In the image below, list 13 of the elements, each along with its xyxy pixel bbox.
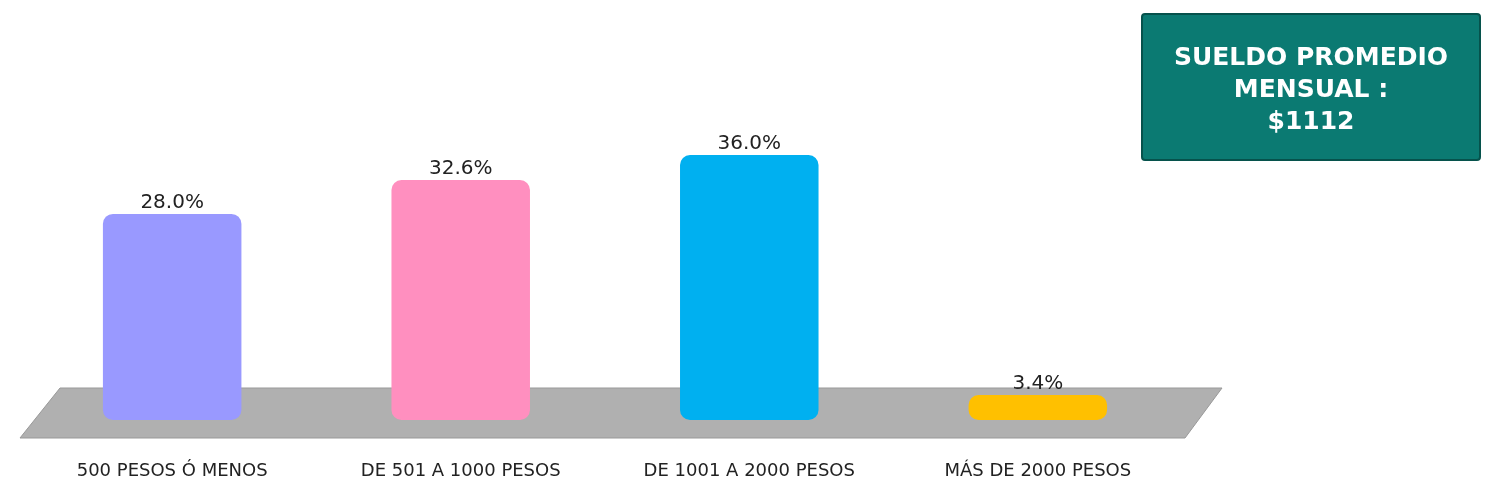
data-label: 3.4% — [1012, 369, 1064, 394]
data-label: 28.0% — [140, 188, 204, 213]
text: SUELDO PROMEDIO MENSUAL : $1112 — [1173, 42, 1449, 135]
x-tick-label: DE 501 A 1000 PESOS — [360, 459, 561, 480]
bar — [391, 180, 530, 420]
data-label: 32.6% — [428, 155, 493, 180]
data-label: 36.0% — [717, 130, 782, 154]
x-tick-label: 500 PESOS Ó MENOS — [76, 459, 268, 480]
bar — [680, 155, 819, 420]
bar — [102, 213, 242, 420]
x-tick-label: DE 1001 A 2000 PESOS — [643, 459, 855, 480]
bar — [968, 394, 1108, 420]
x-tick-label: MÁS DE 2000 PESOS — [944, 459, 1132, 480]
